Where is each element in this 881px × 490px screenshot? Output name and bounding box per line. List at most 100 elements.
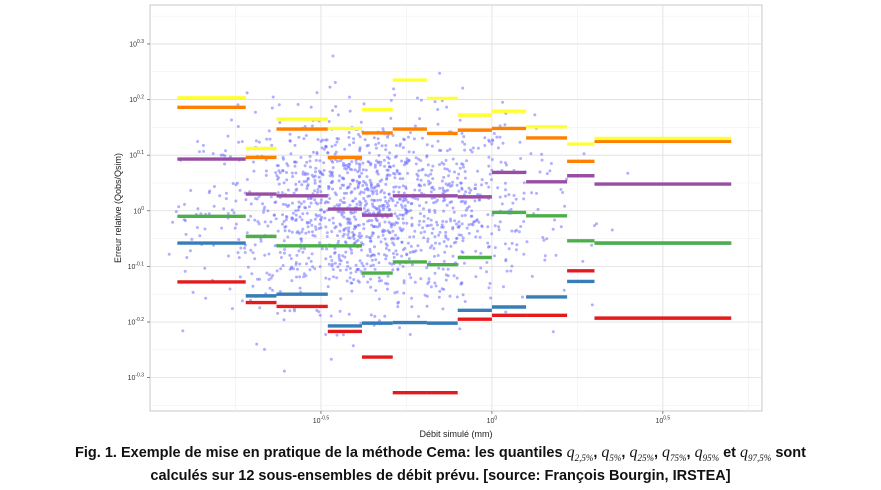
scatter-point: [434, 241, 437, 245]
scatter-point: [310, 223, 314, 227]
q-symbol: q: [740, 444, 749, 461]
scatter-point: [272, 213, 276, 217]
scatter-point: [468, 191, 472, 195]
scatter-point: [282, 181, 286, 185]
scatter-point: [249, 248, 253, 252]
scatter-point: [318, 179, 322, 183]
scatter-point: [300, 230, 304, 234]
scatter-point: [289, 152, 293, 156]
scatter-point: [402, 138, 406, 142]
scatter-point: [379, 240, 383, 244]
scatter-point: [322, 210, 326, 214]
scatter-point: [382, 191, 386, 195]
scatter-point: [377, 276, 381, 280]
scatter-point: [348, 218, 352, 221]
scatter-point: [463, 201, 467, 205]
scatter-point: [244, 198, 248, 202]
scatter-point: [504, 259, 508, 263]
scatter-point: [228, 287, 232, 291]
scatter-point: [292, 307, 296, 311]
scatter-point: [398, 226, 402, 230]
scatter-point: [433, 281, 437, 285]
scatter-point: [434, 284, 438, 288]
scatter-point: [447, 174, 451, 178]
scatter-point: [364, 168, 368, 172]
scatter-point: [548, 169, 552, 173]
scatter-point: [354, 218, 358, 221]
scatter-point: [305, 262, 308, 266]
scatter-point: [366, 194, 370, 198]
scatter-point: [431, 164, 435, 168]
scatter-point: [295, 253, 299, 257]
scatter-point: [328, 85, 332, 89]
scatter-point: [224, 197, 228, 201]
scatter-point: [361, 184, 365, 187]
caption-sep: ,: [653, 445, 663, 461]
scatter-point: [408, 272, 412, 276]
scatter-point: [429, 285, 433, 289]
scatter-point: [331, 54, 335, 58]
scatter-point: [327, 218, 331, 222]
scatter-point: [398, 213, 402, 217]
scatter-point: [262, 210, 265, 214]
scatter-point: [376, 225, 379, 229]
scatter-point: [469, 188, 473, 192]
scatter-point: [445, 105, 449, 109]
scatter-point: [211, 152, 215, 156]
scatter-point: [419, 277, 423, 281]
scatter-point: [304, 274, 308, 278]
scatter-point: [350, 160, 354, 164]
scatter-point: [342, 232, 346, 236]
scatter-point: [400, 205, 404, 209]
scatter-point: [281, 202, 285, 206]
scatter-point: [383, 220, 387, 224]
scatter-point: [261, 202, 265, 206]
scatter-point: [402, 281, 406, 285]
scatter-point: [299, 202, 303, 206]
scatter-point: [307, 230, 311, 234]
scatter-point: [314, 213, 318, 217]
scatter-point: [284, 218, 288, 222]
scatter-point: [167, 252, 171, 256]
scatter-point: [317, 214, 321, 217]
scatter-point: [490, 232, 494, 236]
scatter-point: [343, 166, 347, 170]
scatter-point: [257, 140, 261, 144]
scatter-point: [362, 227, 366, 231]
scatter-point: [375, 206, 379, 210]
scatter-point: [221, 153, 225, 157]
scatter-point: [407, 135, 410, 139]
scatter-point: [332, 221, 335, 225]
scatter-point: [522, 252, 526, 256]
scatter-point: [243, 246, 246, 250]
scatter-point: [277, 176, 280, 180]
scatter-point: [385, 177, 389, 181]
scatter-point: [224, 149, 227, 153]
scatter-point: [384, 148, 388, 152]
q-symbol: q: [629, 444, 638, 461]
scatter-point: [500, 202, 504, 206]
scatter-point: [302, 272, 306, 276]
scatter-point: [371, 204, 375, 208]
scatter-point: [439, 149, 443, 152]
scatter-point: [362, 197, 366, 200]
scatter-point: [369, 277, 373, 281]
scatter-point: [380, 144, 384, 148]
scatter-point: [333, 81, 337, 84]
scatter-point: [282, 318, 286, 322]
scatter-point: [354, 263, 358, 267]
scatter-point: [310, 173, 314, 177]
scatter-point: [314, 170, 317, 174]
scatter-point: [268, 286, 272, 290]
scatter-point: [419, 159, 423, 163]
scatter-point: [433, 235, 437, 239]
scatter-point: [346, 233, 350, 237]
scatter-point: [416, 244, 420, 248]
scatter-point: [254, 110, 257, 114]
scatter-point: [460, 281, 464, 285]
scatter-point: [610, 228, 614, 232]
scatter-point: [363, 204, 367, 207]
scatter-point: [410, 202, 414, 205]
scatter-point: [396, 201, 399, 205]
scatter-point: [426, 174, 430, 178]
